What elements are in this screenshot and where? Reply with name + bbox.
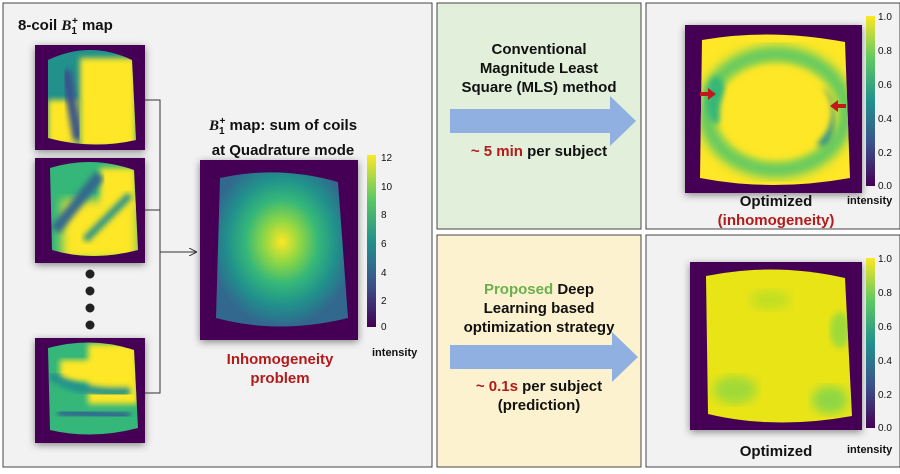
tick-2: 2 (381, 296, 387, 307)
dl-colorbar-label: intensity (847, 444, 893, 456)
left-red-arrow (700, 88, 716, 100)
dl-method-title: Proposed Deep Learning based optimizatio… (463, 281, 615, 336)
inhomogeneity-problem-label: Inhomogeneity problem (226, 351, 334, 387)
sum-map (200, 160, 358, 340)
tick-4: 4 (381, 268, 387, 279)
mls-method-title: Conventional Magnitude Least Square (MLS… (461, 41, 617, 96)
mls-result-map (685, 25, 862, 193)
sum-map-title: B1+ map: sum of coils at Quadrature mode (208, 116, 358, 159)
mls-result-label: Optimized (inhomogeneity) (717, 193, 835, 229)
bottom-method-arrow (450, 332, 638, 382)
coil-map-title: 8-coil B1+ map (18, 16, 113, 37)
mls-colorbar (866, 16, 875, 186)
coil-map-2 (35, 158, 145, 263)
mls-colorbar-label: intensity (847, 195, 893, 207)
coil-map-1 (35, 45, 145, 150)
mls-time: ~ 5 min per subject (470, 143, 608, 160)
tick-10: 10 (381, 182, 393, 193)
sum-colorbar (367, 155, 376, 327)
tick-12: 12 (381, 153, 393, 164)
right-red-arrow (830, 100, 846, 112)
dl-colorbar (866, 258, 875, 428)
dl-result-label: Optimized (739, 443, 813, 460)
tick-0: 0 (381, 322, 387, 333)
sum-colorbar-label: intensity (372, 347, 418, 359)
tick-8: 8 (381, 210, 387, 221)
coil-map-8 (35, 338, 145, 443)
dl-result-map (690, 262, 862, 430)
dl-time: ~ 0.1s per subject (prediction) (475, 378, 603, 414)
top-method-arrow (450, 96, 636, 146)
coil-sum-connector (145, 99, 196, 394)
more-coils-ellipsis (85, 269, 95, 330)
tick-6: 6 (381, 239, 387, 250)
